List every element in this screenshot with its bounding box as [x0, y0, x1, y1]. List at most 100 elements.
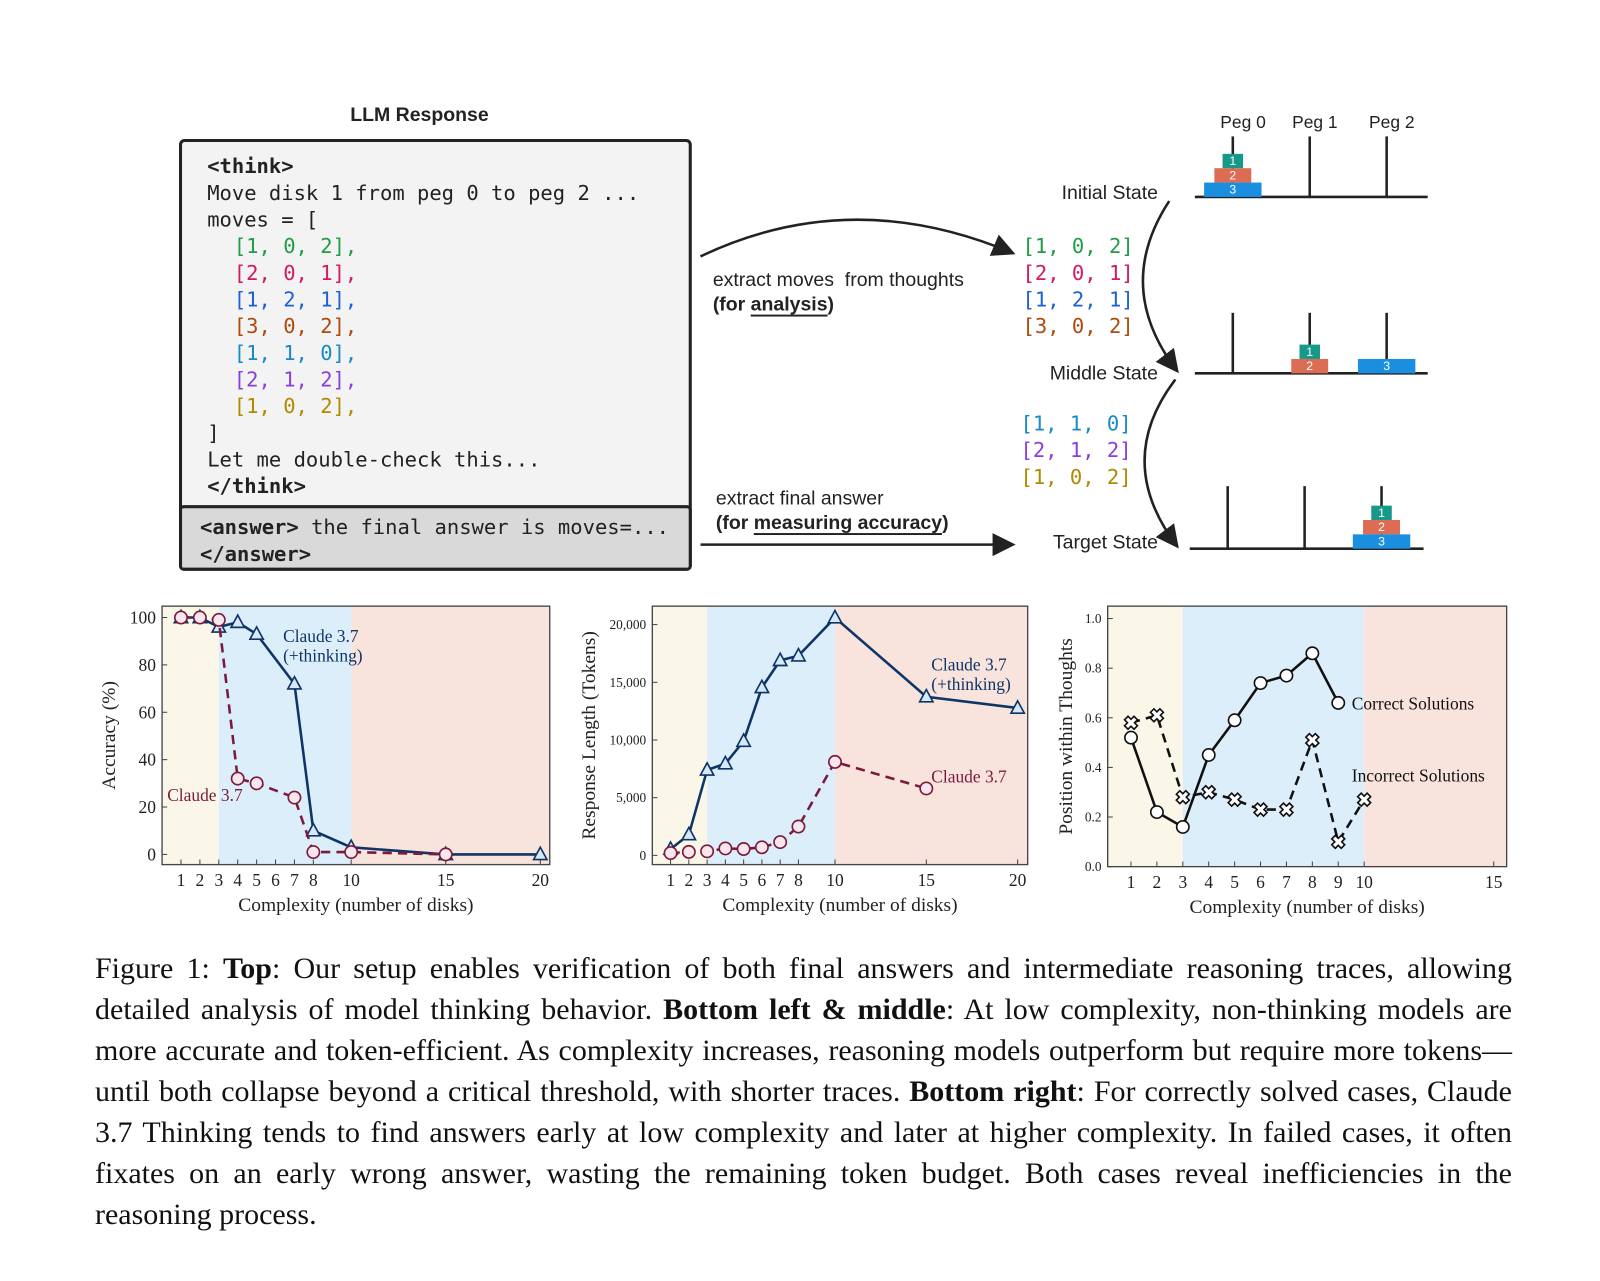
point — [718, 841, 733, 856]
y-axis-label: Position within Thoughts — [1056, 638, 1077, 835]
chart: 1 2 3 4 5 6 7 8 9 10 15 0.0 0.2 0.4 0.6 0.8 1.0 Complexit… — [1056, 605, 1508, 918]
caption-bold: Bottom right — [909, 1075, 1077, 1108]
x-tick-label: 8 — [794, 870, 803, 890]
extracted-move: [3, 0, 2] — [1023, 314, 1134, 338]
x-tick-label: 10 — [1355, 872, 1373, 892]
point — [1175, 819, 1190, 834]
x-tick-label: 3 — [703, 870, 712, 890]
extract-purpose: (for analysis) — [713, 294, 834, 316]
x-tick-label: 8 — [1308, 872, 1317, 892]
disk-label: 2 — [1229, 168, 1236, 182]
disk-label: 3 — [1383, 359, 1390, 373]
series-label: Claude 3.7 — [283, 626, 359, 646]
disk-label: 3 — [1229, 183, 1236, 197]
x-tick-label: 15 — [918, 870, 936, 890]
extract-label: extract moves from thoughts — [713, 269, 964, 291]
caption-text: : Our setup enables verification of both… — [95, 952, 1512, 1026]
disk — [1363, 519, 1400, 535]
caption-text: Figure 1: — [95, 952, 224, 985]
y-tick-label: 1.0 — [1085, 611, 1102, 626]
disk — [1291, 358, 1329, 374]
code-line: [2, 1, 2], — [234, 367, 357, 391]
point — [1331, 695, 1346, 710]
point — [754, 840, 769, 855]
point — [1356, 792, 1372, 808]
point — [826, 608, 844, 624]
point — [287, 790, 302, 805]
point — [663, 846, 678, 861]
point — [736, 842, 751, 856]
x-tick-label: 10 — [826, 870, 844, 890]
x-tick-label: 7 — [290, 870, 299, 890]
x-tick-label: 7 — [776, 870, 785, 890]
y-tick-label: 80 — [138, 655, 156, 675]
peg-label: Peg 1 — [1292, 112, 1338, 132]
state-arrow — [1143, 378, 1179, 549]
x-tick-label: 5 — [739, 870, 748, 890]
point — [1330, 834, 1346, 850]
point — [1009, 699, 1026, 714]
purpose-part: measuring accuracy — [754, 512, 942, 534]
response-title: LLM Response — [350, 104, 489, 126]
disk — [1299, 344, 1320, 359]
y-tick-label: 0.8 — [1085, 661, 1102, 676]
disk — [1204, 182, 1262, 197]
complexity-region — [652, 606, 708, 865]
x-tick-label: 15 — [437, 870, 455, 890]
point — [248, 625, 265, 641]
y-tick-label: 0 — [147, 844, 156, 864]
x-tick-label: 6 — [271, 870, 280, 890]
y-tick-label: 15,000 — [610, 675, 647, 690]
answer-part: </answer> — [200, 542, 311, 566]
series-line — [670, 760, 927, 855]
y-tick-label: 0 — [639, 848, 646, 863]
point — [532, 845, 549, 861]
x-tick-label: 4 — [1204, 872, 1213, 892]
y-tick-label: 20,000 — [610, 617, 647, 632]
series-label: Incorrect Solutions — [1352, 765, 1485, 785]
purpose-part: ) — [942, 512, 948, 534]
y-tick-label: 0.2 — [1085, 810, 1102, 825]
y-tick-label: 5,000 — [616, 790, 646, 805]
point — [286, 674, 303, 690]
complexity-region — [162, 606, 219, 865]
point — [1227, 713, 1242, 728]
x-tick-label: 15 — [1485, 872, 1503, 892]
x-tick-label: 4 — [233, 870, 242, 890]
point — [1278, 801, 1295, 818]
extracted-move: [1, 0, 2] — [1023, 234, 1134, 258]
x-tick-label: 2 — [684, 870, 693, 890]
series-label: (+thinking) — [283, 645, 363, 665]
complexity-region — [707, 606, 835, 865]
code-line: ] — [207, 421, 219, 445]
point — [1252, 801, 1269, 818]
point — [790, 646, 807, 662]
point — [344, 845, 359, 860]
point — [1175, 789, 1191, 805]
point — [680, 825, 697, 841]
point — [717, 754, 734, 770]
x-tick-label: 5 — [1230, 872, 1239, 892]
chart: 1 2 3 4 5 6 7 8 10 15 20 0 5,000 10,000 15,000 20,000 Co… — [579, 605, 1029, 916]
x-tick-label: 2 — [196, 870, 205, 890]
point — [305, 821, 322, 837]
disk — [1352, 534, 1411, 549]
code-line: <think> — [207, 154, 293, 178]
x-tick-label: 1 — [666, 870, 675, 890]
disk-label: 1 — [1378, 506, 1385, 520]
series-label: Claude 3.7 — [167, 785, 243, 805]
y-tick-label: 0.0 — [1085, 859, 1102, 874]
series-label: Correct Solutions — [1352, 694, 1475, 714]
chart: 1 2 3 4 5 6 7 8 10 15 20 0 20 40 60 80 100 Complexity (nu… — [99, 605, 551, 916]
y-tick-label: 0.6 — [1085, 710, 1102, 725]
code-line: [1, 2, 1], — [234, 287, 357, 311]
purpose-part: ) — [828, 294, 834, 316]
disk — [1214, 168, 1252, 183]
code-line: [2, 0, 1], — [234, 261, 357, 285]
x-axis-label: Complexity (number of disks) — [1190, 897, 1425, 918]
disk-label: 3 — [1378, 535, 1385, 549]
point — [249, 776, 264, 791]
point — [699, 761, 716, 776]
x-tick-label: 7 — [1282, 872, 1291, 892]
y-tick-label: 60 — [138, 702, 156, 722]
